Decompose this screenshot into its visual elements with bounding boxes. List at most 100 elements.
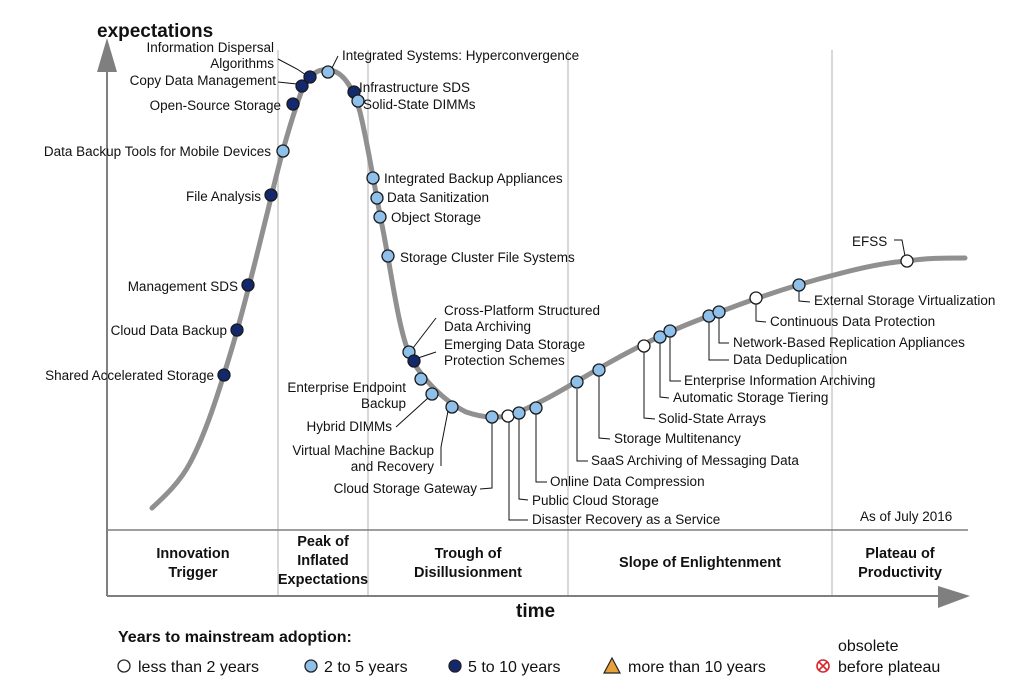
leader-line-storage-multitenancy — [598, 376, 611, 440]
marker-disaster-recovery-as-a-service — [501, 409, 515, 423]
label-efss: EFSS — [852, 234, 887, 249]
tech-enterprise-information-archiving: Enterprise Information Archiving — [663, 324, 875, 388]
tech-management-sds: Management SDS — [128, 278, 255, 294]
marker-integrated-systems-hyperconvergence — [321, 65, 335, 79]
tech-integrated-systems-hyperconvergence: Integrated Systems: Hyperconvergence — [321, 48, 579, 79]
phase-peak-line-2: Inflated — [297, 553, 349, 569]
leader-line-virtual-machine-backup-and-recovery — [440, 410, 449, 466]
marker-cloud-data-backup — [230, 323, 244, 337]
label-disaster-recovery-as-a-service: Disaster Recovery as a Service — [532, 512, 720, 527]
label-open-source-storage: Open-Source Storage — [150, 98, 281, 113]
label-online-data-compression: Online Data Compression — [550, 474, 705, 489]
label-object-storage: Object Storage — [391, 210, 481, 225]
phase-trough-of-disillusionment: Trough of Disillusionment — [414, 546, 522, 581]
phase-peak-of-inflated-expectations: Peak of Inflated Expectations — [278, 534, 368, 588]
marker-virtual-machine-backup-and-recovery — [445, 400, 459, 414]
marker-file-analysis — [264, 188, 278, 202]
leader-line-external-storage-virtualization — [798, 291, 811, 303]
marker-open-source-storage — [286, 97, 300, 111]
tech-solid-state-dimms: Solid-State DIMMs — [351, 94, 476, 112]
marker-shared-accelerated-storage — [217, 368, 231, 382]
legend-marker-5to10 — [448, 659, 462, 673]
label-cloud-data-backup: Cloud Data Backup — [111, 323, 227, 338]
tech-data-sanitization: Data Sanitization — [370, 190, 489, 205]
label-emerging-data-storage-protection-schemes-line-2: Protection Schemes — [444, 353, 565, 368]
y-axis-arrow — [97, 38, 117, 72]
leader-line-efss — [894, 239, 906, 257]
marker-storage-multitenancy — [592, 363, 606, 377]
tech-solid-state-arrays: Solid-State Arrays — [637, 339, 766, 426]
marker-external-storage-virtualization — [792, 278, 806, 292]
label-external-storage-virtualization: External Storage Virtualization — [814, 293, 995, 308]
label-storage-multitenancy: Storage Multitenancy — [614, 431, 741, 446]
marker-management-sds — [241, 278, 255, 292]
label-shared-accelerated-storage: Shared Accelerated Storage — [45, 368, 214, 383]
label-infrastructure-sds: Infrastructure SDS — [359, 80, 470, 95]
label-continuous-data-protection: Continuous Data Protection — [770, 314, 935, 329]
marker-information-dispersal-algorithms — [303, 70, 317, 84]
legend-label-gt10: more than 10 years — [628, 659, 766, 676]
x-axis-title: time — [516, 601, 555, 622]
marker-enterprise-endpoint-backup — [414, 372, 428, 386]
label-information-dispersal-algorithms-line-2: Algorithms — [210, 56, 274, 71]
tech-open-source-storage: Open-Source Storage — [150, 97, 300, 113]
label-saas-archiving-of-messaging-data: SaaS Archiving of Messaging Data — [591, 453, 799, 468]
marker-data-sanitization — [370, 191, 384, 205]
tech-shared-accelerated-storage: Shared Accelerated Storage — [45, 368, 231, 383]
marker-efss — [900, 254, 914, 268]
tech-storage-multitenancy: Storage Multitenancy — [592, 363, 741, 446]
legend-marker-lt2 — [117, 659, 131, 673]
tech-data-backup-tools-for-mobile-devices: Data Backup Tools for Mobile Devices — [44, 144, 290, 159]
leader-line-saas-archiving-of-messaging-data — [576, 389, 588, 462]
marker-cloud-storage-gateway — [485, 410, 499, 424]
legend-label-lt2: less than 2 years — [138, 659, 259, 676]
label-cloud-storage-gateway: Cloud Storage Gateway — [334, 481, 478, 496]
marker-data-backup-tools-for-mobile-devices — [276, 144, 290, 158]
legend-marker-gt10-triangle-icon — [603, 656, 621, 674]
marker-object-storage — [373, 210, 387, 224]
marker-saas-archiving-of-messaging-data — [570, 375, 584, 389]
label-management-sds: Management SDS — [128, 279, 238, 294]
x-axis-arrow — [938, 586, 970, 608]
phase-slope-line-1: Slope of Enlightenment — [619, 555, 781, 571]
label-solid-state-arrays: Solid-State Arrays — [658, 411, 766, 426]
label-cross-platform-structured-data-archiving-line-1: Cross-Platform Structured — [444, 303, 600, 318]
leader-line-network-based-replication-appliances — [718, 318, 729, 344]
marker-online-data-compression — [529, 401, 543, 415]
label-hybrid-dimms: Hybrid DIMMs — [306, 419, 392, 434]
marker-copy-data-management — [295, 79, 309, 93]
phase-slope-of-enlightenment: Slope of Enlightenment — [619, 555, 781, 571]
tech-cloud-data-backup: Cloud Data Backup — [111, 323, 244, 338]
label-integrated-systems-hyperconvergence: Integrated Systems: Hyperconvergence — [342, 48, 579, 63]
legend-label-5to10: 5 to 10 years — [468, 659, 561, 676]
tech-cloud-storage-gateway: Cloud Storage Gateway — [334, 410, 499, 496]
legend: Years to mainstream adoption: less than … — [117, 629, 940, 676]
leader-line-disaster-recovery-as-a-service — [508, 422, 528, 521]
phase-innovation-line-1: Innovation — [156, 546, 229, 562]
phase-plateau-line-2: Productivity — [858, 565, 942, 581]
label-network-based-replication-appliances: Network-Based Replication Appliances — [733, 335, 965, 350]
label-file-analysis: File Analysis — [186, 189, 261, 204]
marker-emerging-data-storage-protection-schemes — [407, 354, 421, 368]
phase-trough-line-2: Disillusionment — [414, 565, 522, 581]
marker-continuous-data-protection — [749, 291, 763, 305]
marker-integrated-backup-appliances — [366, 171, 380, 185]
leader-line-cross-platform-structured-data-archiving — [412, 317, 437, 349]
leader-line-cloud-storage-gateway — [479, 423, 493, 490]
label-enterprise-endpoint-backup-line-2: Backup — [361, 396, 406, 411]
tech-efss: EFSS — [852, 234, 914, 268]
leader-line-public-cloud-storage — [518, 419, 529, 501]
y-axis-title: expectations — [97, 21, 213, 42]
leader-line-hybrid-dimms — [395, 397, 429, 428]
tech-object-storage: Object Storage — [373, 210, 481, 225]
tech-hybrid-dimms: Hybrid DIMMs — [306, 387, 439, 434]
label-storage-cluster-file-systems: Storage Cluster File Systems — [400, 250, 575, 265]
marker-hybrid-dimms — [425, 387, 439, 401]
tech-infrastructure-sds: Infrastructure SDS — [347, 80, 470, 99]
